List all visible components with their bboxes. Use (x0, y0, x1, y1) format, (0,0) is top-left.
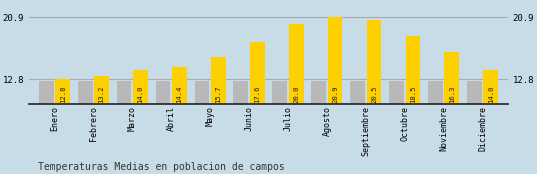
Text: 18.5: 18.5 (410, 85, 416, 103)
Text: 20.0: 20.0 (293, 85, 299, 103)
Bar (367, 20, 381, 104)
Bar (133, 70, 148, 104)
Text: 20.9: 20.9 (332, 85, 338, 103)
Bar (78, 81, 92, 104)
Text: 15.7: 15.7 (215, 85, 221, 103)
Bar (194, 81, 209, 104)
Bar (250, 42, 265, 104)
Bar (172, 67, 187, 104)
Bar (272, 81, 287, 104)
Bar (234, 81, 248, 104)
Bar (39, 81, 54, 104)
Bar (211, 57, 226, 104)
Bar (405, 35, 420, 104)
Bar (350, 81, 365, 104)
Text: 14.4: 14.4 (176, 85, 183, 103)
Text: 14.0: 14.0 (137, 85, 143, 103)
Bar (467, 81, 482, 104)
Bar (428, 81, 443, 104)
Bar (445, 52, 459, 104)
Text: 14.0: 14.0 (488, 85, 494, 103)
Bar (289, 24, 303, 104)
Text: 17.6: 17.6 (254, 85, 260, 103)
Bar (94, 76, 109, 104)
Bar (328, 17, 343, 104)
Text: 12.8: 12.8 (60, 85, 66, 103)
Bar (483, 70, 498, 104)
Bar (117, 81, 132, 104)
Text: 16.3: 16.3 (449, 85, 455, 103)
Bar (55, 79, 70, 104)
Text: Temperaturas Medias en poblacion de campos: Temperaturas Medias en poblacion de camp… (38, 162, 284, 172)
Text: 13.2: 13.2 (98, 85, 105, 103)
Bar (389, 81, 404, 104)
Bar (311, 81, 326, 104)
Bar (156, 81, 170, 104)
Text: 20.5: 20.5 (371, 85, 377, 103)
